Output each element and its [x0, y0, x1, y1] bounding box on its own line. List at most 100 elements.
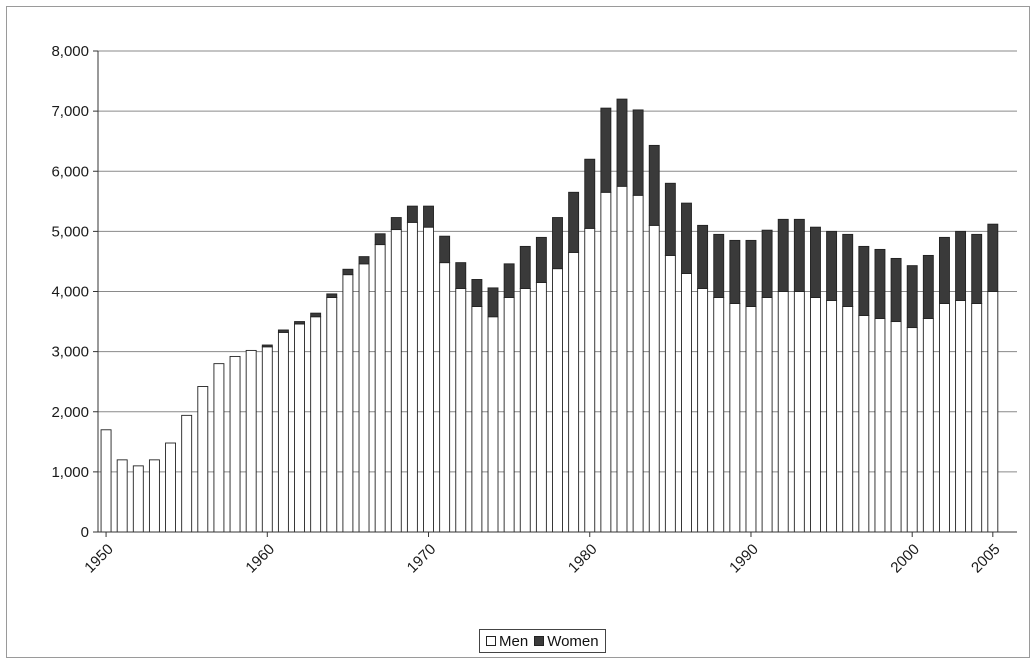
- bar-men-2004: [971, 303, 983, 533]
- bar-men-1961: [277, 331, 289, 533]
- y-tick-label: 4,000: [51, 284, 89, 301]
- bar-men-1978: [552, 268, 563, 533]
- chart-frame: 0 1,000 2,000 3,000 4,000 5,000 6,000 7,000 8,00…: [6, 6, 1030, 658]
- bar-men-1994: [810, 297, 821, 533]
- bar-women-1987: [697, 224, 709, 289]
- bar-women-2005: [987, 223, 999, 292]
- bar-women-1974: [487, 287, 499, 318]
- bar-men-1965: [342, 274, 354, 533]
- bar-women-1985: [664, 182, 676, 256]
- bar-men-1956: [197, 386, 209, 533]
- y-tick-label: 0: [81, 524, 89, 541]
- bar-women-1999: [890, 257, 902, 323]
- bar-men-1953: [148, 459, 160, 533]
- bar-men-1952: [132, 465, 144, 533]
- bar-men-1996: [842, 306, 854, 533]
- x-tick-label: 1990: [726, 541, 762, 577]
- bar-women-1968: [390, 217, 402, 231]
- bar-men-1993: [793, 291, 805, 533]
- bar-women-1965: [342, 268, 354, 276]
- bar-women-1994: [810, 226, 821, 298]
- bar-men-1990: [745, 306, 757, 533]
- bar-women-1995: [826, 230, 838, 301]
- bar-men-1998: [874, 318, 886, 533]
- bar-women-1971: [439, 235, 451, 264]
- bar-women-1982: [616, 98, 628, 187]
- bar-women-2002: [938, 236, 950, 304]
- bar-men-1986: [681, 273, 692, 533]
- chart-svg: 0 1,000 2,000 3,000 4,000 5,000 6,000 7,000 8,00…: [51, 43, 1017, 577]
- bar-men-1981: [600, 191, 612, 533]
- bar-men-1985: [664, 254, 676, 533]
- bar-men-1966: [358, 263, 370, 533]
- bar-women-1972: [455, 262, 467, 289]
- bar-women-2000: [906, 265, 918, 329]
- bar-men-1964: [326, 297, 338, 533]
- y-tick-label: 7,000: [51, 103, 89, 120]
- bar-women-2003: [955, 230, 967, 301]
- bar-women-1970: [423, 205, 434, 228]
- bar-men-1974: [487, 316, 499, 533]
- bar-men-1992: [777, 291, 789, 533]
- bar-men-2002: [938, 303, 950, 533]
- y-tick-label: 6,000: [51, 163, 89, 180]
- bar-women-1993: [793, 218, 805, 292]
- bar-men-1982: [616, 185, 628, 533]
- x-tick-label: 1970: [404, 541, 440, 577]
- bar-women-1975: [503, 263, 515, 298]
- bar-men-1983: [632, 194, 644, 533]
- bar-women-1990: [745, 239, 757, 307]
- y-tick-label: 2,000: [51, 404, 89, 421]
- bar-men-1973: [471, 306, 483, 533]
- bar-men-1960: [261, 346, 273, 533]
- x-tick-label: 1980: [565, 541, 601, 577]
- bar-women-1981: [600, 107, 612, 193]
- bar-women-1961: [277, 329, 289, 333]
- bar-women-1960: [261, 344, 273, 348]
- bar-men-1958: [229, 355, 241, 533]
- bar-men-1999: [890, 321, 902, 533]
- bar-men-1950: [100, 429, 112, 533]
- bar-women-2004: [971, 233, 983, 304]
- bar-men-1976: [519, 288, 531, 533]
- legend-item-men: Men: [486, 633, 528, 650]
- bar-women-1986: [681, 202, 692, 274]
- y-tick-label: 8,000: [51, 43, 89, 60]
- axis-layer: [93, 50, 1017, 537]
- bar-men-1957: [213, 363, 225, 533]
- bar-women-1976: [519, 245, 531, 289]
- legend-label-men: Men: [499, 632, 529, 650]
- bar-women-1992: [777, 218, 789, 292]
- bar-women-1962: [294, 321, 305, 325]
- y-tick-labels: 0 1,000 2,000 3,000 4,000 5,000 6,000 7,000 8,00…: [51, 43, 89, 541]
- bar-men-1980: [584, 227, 596, 533]
- bar-men-1988: [713, 297, 725, 533]
- x-tick-label: 2005: [968, 541, 1004, 577]
- bar-men-1987: [697, 288, 709, 533]
- bar-women-1997: [858, 245, 870, 317]
- bar-men-1989: [729, 303, 741, 533]
- x-tick-labels: 1950 1960 1970 1980 1990 2000 2005: [81, 541, 1003, 577]
- bar-women-1980: [584, 158, 596, 229]
- bar-women-1991: [761, 229, 773, 298]
- bar-men-1968: [390, 229, 402, 533]
- bars-layer: [100, 98, 999, 533]
- y-tick-label: 1,000: [51, 464, 89, 481]
- bar-women-1988: [713, 233, 725, 298]
- bar-men-1962: [294, 323, 305, 533]
- legend-swatch-men: [486, 636, 496, 646]
- legend-label-women: Women: [547, 632, 599, 650]
- bar-men-2005: [987, 291, 999, 533]
- bar-men-2003: [955, 300, 967, 533]
- bar-men-1997: [858, 315, 870, 533]
- bar-men-1955: [181, 414, 193, 533]
- bar-women-1998: [874, 248, 886, 320]
- bar-women-1979: [568, 191, 580, 253]
- bar-men-1977: [535, 282, 547, 533]
- x-tick-label: 1950: [81, 541, 117, 577]
- legend: Men Women: [479, 629, 606, 653]
- bar-men-1963: [310, 316, 322, 533]
- bar-women-1978: [552, 217, 563, 270]
- bar-women-1996: [842, 233, 854, 307]
- bar-men-1972: [455, 288, 467, 533]
